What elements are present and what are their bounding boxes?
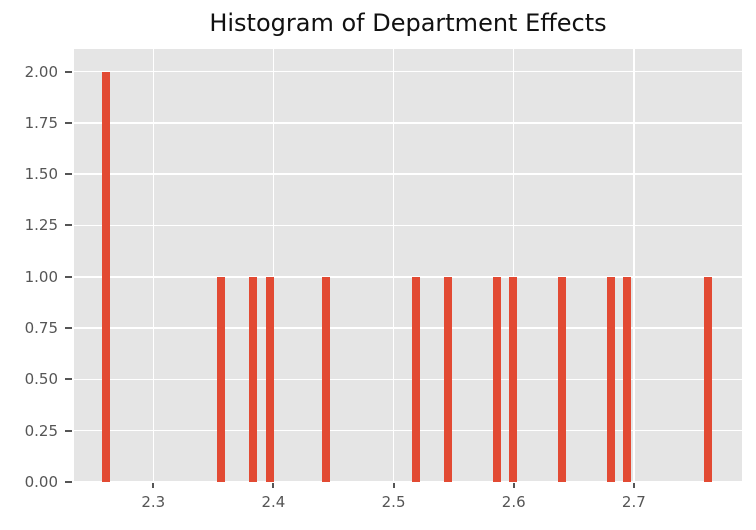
histogram-bar — [492, 276, 501, 482]
y-axis-tick-label: 1.25 — [24, 216, 58, 235]
y-axis-tick-mark — [65, 275, 72, 278]
x-axis-tick-label: 2.5 — [381, 493, 406, 511]
y-axis-tick-mark — [65, 173, 72, 176]
y-axis-tick-mark — [65, 70, 72, 73]
x-axis-tick-label: 2.7 — [621, 493, 646, 511]
y-axis-tick-label: 1.75 — [24, 113, 58, 132]
histogram-bar — [443, 276, 452, 482]
histogram-bar — [412, 276, 421, 482]
x-gridline — [512, 49, 515, 482]
y-axis-tick-label: 2.00 — [24, 62, 58, 81]
plot-area — [74, 49, 742, 483]
y-axis-tick-mark — [65, 327, 72, 330]
y-axis-tick-label: 1.50 — [24, 165, 58, 184]
histogram-bar — [265, 276, 274, 482]
x-axis-tick-label: 2.3 — [141, 493, 166, 511]
x-gridline — [392, 49, 395, 482]
y-gridline — [74, 224, 742, 227]
histogram-bar — [322, 276, 331, 482]
y-axis-tick-mark — [65, 378, 72, 381]
y-gridline — [74, 173, 742, 175]
x-axis-tick-mark — [632, 483, 635, 488]
y-axis-tick-mark — [65, 429, 72, 432]
y-axis-tick-label: 1.00 — [24, 267, 58, 286]
x-axis-tick-mark — [512, 483, 515, 488]
x-axis-tick-mark — [272, 483, 275, 488]
y-gridline — [74, 378, 742, 381]
histogram-bar — [508, 276, 517, 482]
histogram-bar — [704, 276, 713, 482]
x-axis-tick-mark — [392, 483, 395, 488]
histogram-bar — [607, 276, 616, 482]
y-gridline — [74, 429, 742, 432]
y-axis-tick-mark — [65, 121, 72, 124]
y-gridline — [74, 481, 742, 483]
y-axis-tick-label: 0.50 — [24, 370, 58, 389]
y-axis-tick-label: 0.00 — [24, 473, 58, 491]
x-axis-tick-mark — [152, 483, 155, 488]
histogram-bar — [102, 71, 111, 482]
y-axis-tick-label: 0.75 — [24, 319, 58, 338]
y-axis-tick-mark — [65, 224, 72, 227]
y-gridline — [74, 327, 742, 329]
x-gridline — [272, 49, 275, 482]
x-axis-tick-label: 2.6 — [501, 493, 526, 511]
y-gridline — [74, 122, 742, 124]
x-gridline — [152, 49, 155, 482]
chart-title: Histogram of Department Effects — [209, 9, 607, 37]
y-axis-tick-mark — [65, 481, 72, 483]
histogram-bar — [249, 276, 257, 482]
histogram-bar — [557, 276, 566, 482]
y-axis-tick-label: 0.25 — [24, 421, 58, 440]
y-gridline — [74, 70, 742, 73]
x-axis-tick-label: 2.4 — [261, 493, 286, 511]
histogram-bar — [216, 276, 225, 482]
x-gridline — [633, 49, 635, 482]
histogram-bar — [622, 276, 631, 482]
y-gridline — [74, 276, 742, 278]
